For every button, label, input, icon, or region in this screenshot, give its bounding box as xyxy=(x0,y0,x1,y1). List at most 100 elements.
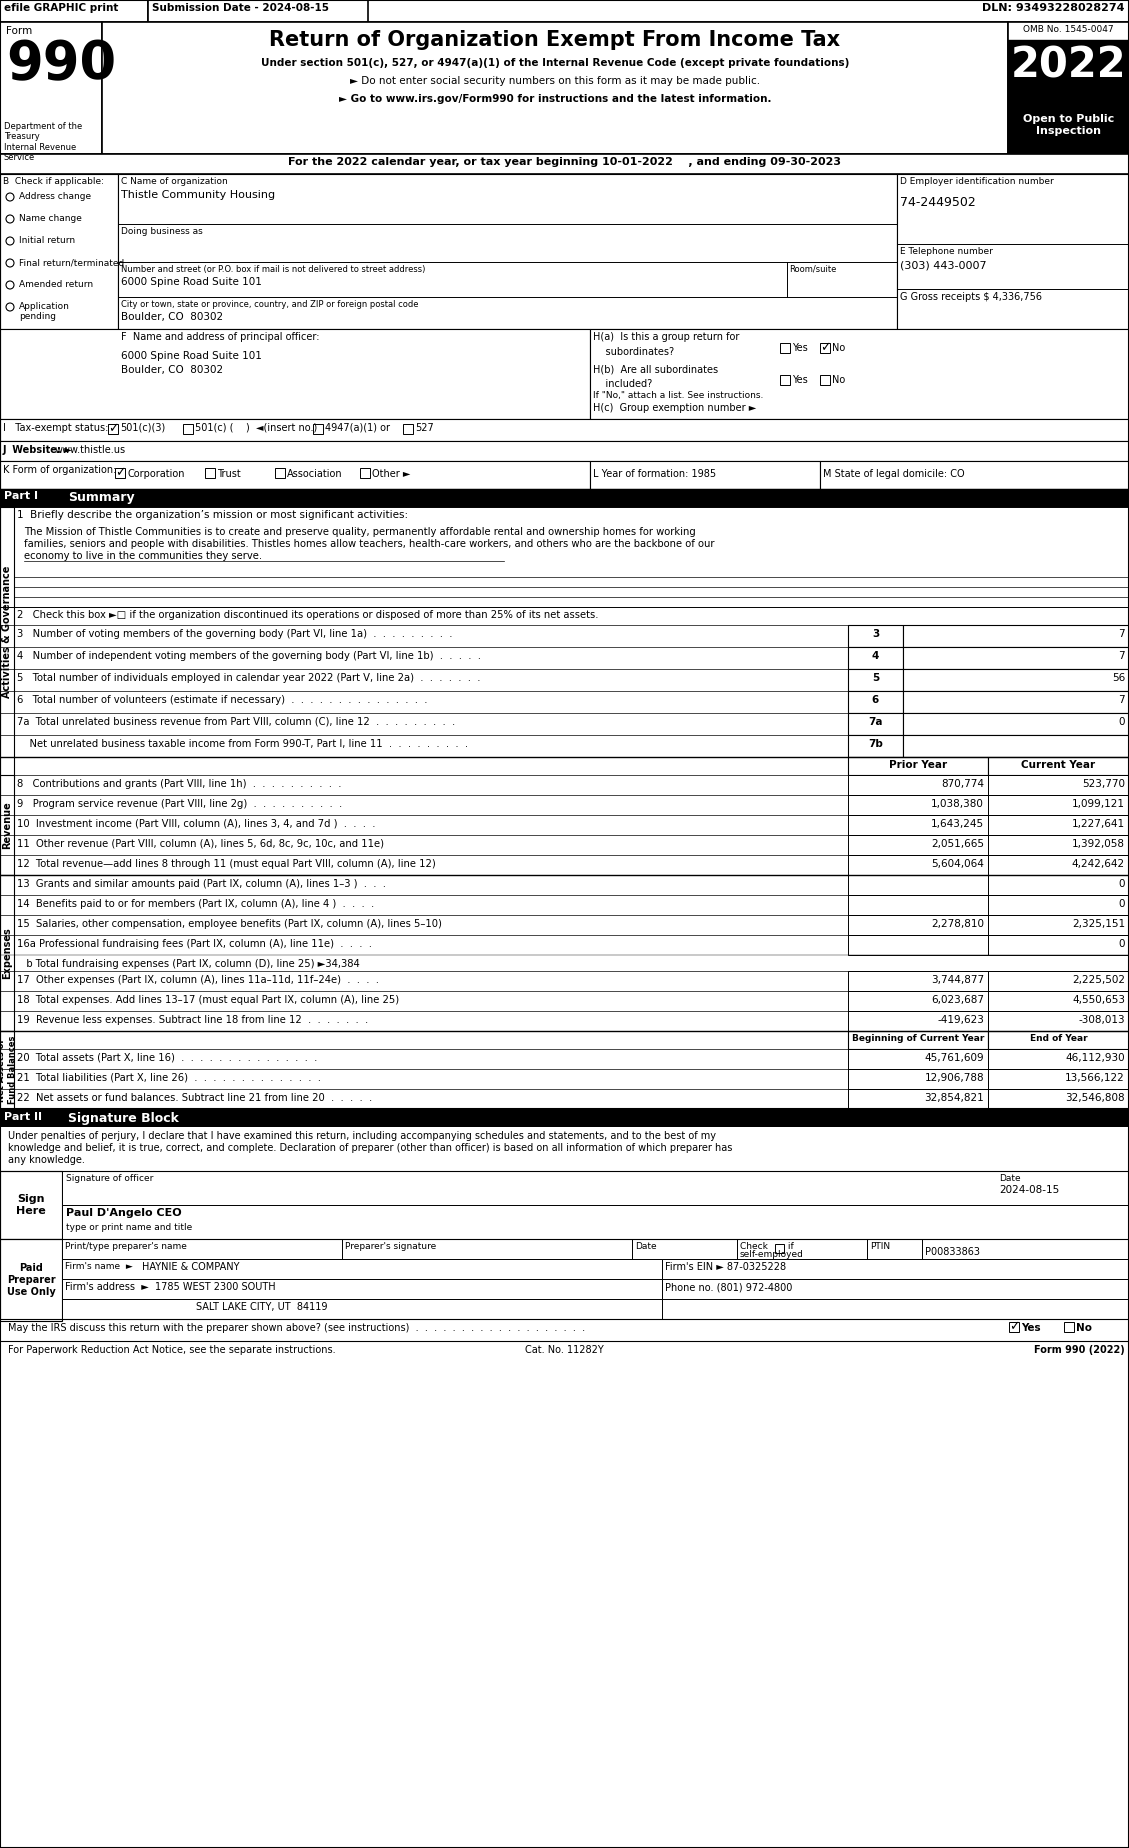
Text: included?: included? xyxy=(593,379,653,388)
Bar xyxy=(903,713,1129,736)
Text: Application: Application xyxy=(19,301,70,310)
Text: Boulder, CO  80302: Boulder, CO 80302 xyxy=(121,312,224,322)
Bar xyxy=(0,490,1129,506)
Text: C Name of organization: C Name of organization xyxy=(121,177,228,187)
Bar xyxy=(903,625,1129,647)
Text: Preparer's signature: Preparer's signature xyxy=(345,1242,436,1251)
Text: Paid
Preparer
Use Only: Paid Preparer Use Only xyxy=(7,1264,55,1297)
Bar xyxy=(988,1031,1129,1050)
Bar xyxy=(360,468,370,479)
Text: any knowledge.: any knowledge. xyxy=(8,1155,85,1164)
Text: Name change: Name change xyxy=(19,214,82,224)
Text: OMB No. 1545-0047: OMB No. 1545-0047 xyxy=(1023,26,1114,33)
Bar xyxy=(848,915,988,935)
Text: ► Go to www.irs.gov/Form990 for instructions and the latest information.: ► Go to www.irs.gov/Form990 for instruct… xyxy=(339,94,771,103)
Text: 4947(a)(1) or: 4947(a)(1) or xyxy=(325,423,390,432)
Bar xyxy=(898,174,1129,329)
Text: 4   Number of independent voting members of the governing body (Part VI, line 1b: 4 Number of independent voting members o… xyxy=(17,650,481,662)
Text: K Form of organization:: K Form of organization: xyxy=(3,466,116,475)
Bar xyxy=(903,669,1129,691)
Text: Submission Date - 2024-08-15: Submission Date - 2024-08-15 xyxy=(152,4,329,13)
Text: ✓: ✓ xyxy=(115,466,125,479)
Bar xyxy=(988,1088,1129,1109)
Bar xyxy=(774,1244,784,1253)
Bar xyxy=(0,22,102,153)
Text: 1,038,380: 1,038,380 xyxy=(931,798,984,809)
Text: Corporation: Corporation xyxy=(126,469,184,479)
Bar xyxy=(0,1031,14,1109)
Bar xyxy=(0,442,1129,460)
Text: Expenses: Expenses xyxy=(2,928,12,979)
Text: D Employer identification number: D Employer identification number xyxy=(900,177,1053,187)
Bar xyxy=(632,1238,737,1258)
Text: 3,744,877: 3,744,877 xyxy=(931,976,984,985)
Text: type or print name and title: type or print name and title xyxy=(65,1223,192,1233)
Bar xyxy=(1064,1321,1074,1332)
Bar xyxy=(848,935,988,955)
Bar xyxy=(848,894,988,915)
Text: 0: 0 xyxy=(1119,717,1124,726)
Bar xyxy=(115,468,125,479)
Bar xyxy=(1009,1321,1019,1332)
Bar xyxy=(988,1050,1129,1068)
Bar xyxy=(848,669,903,691)
Bar xyxy=(848,1050,988,1068)
Text: 45,761,609: 45,761,609 xyxy=(925,1053,984,1063)
Text: Form 990 (2022): Form 990 (2022) xyxy=(1034,1345,1124,1355)
Text: Address change: Address change xyxy=(19,192,91,201)
Text: ✓: ✓ xyxy=(1008,1321,1019,1334)
Text: Initial return: Initial return xyxy=(19,237,76,246)
Text: H(c)  Group exemption number ►: H(c) Group exemption number ► xyxy=(593,403,756,412)
Bar xyxy=(848,970,988,991)
Text: 22  Net assets or fund balances. Subtract line 21 from line 20  .  .  .  .  .: 22 Net assets or fund balances. Subtract… xyxy=(17,1092,373,1103)
Bar xyxy=(848,691,903,713)
Text: SALT LAKE CITY, UT  84119: SALT LAKE CITY, UT 84119 xyxy=(196,1303,327,1312)
Bar xyxy=(848,758,988,774)
Bar xyxy=(848,647,903,669)
Text: Firm's address  ►  1785 WEST 2300 SOUTH: Firm's address ► 1785 WEST 2300 SOUTH xyxy=(65,1283,275,1292)
Text: E Telephone number: E Telephone number xyxy=(900,248,992,257)
Text: 56: 56 xyxy=(1112,673,1124,684)
Bar xyxy=(848,874,988,894)
Text: Amended return: Amended return xyxy=(19,281,93,288)
Text: 32,546,808: 32,546,808 xyxy=(1066,1092,1124,1103)
Text: Cat. No. 11282Y: Cat. No. 11282Y xyxy=(525,1345,604,1355)
Text: b Total fundraising expenses (Part IX, column (D), line 25) ►34,384: b Total fundraising expenses (Part IX, c… xyxy=(17,959,360,968)
Text: Check: Check xyxy=(739,1242,773,1251)
Text: ► Do not enter social security numbers on this form as it may be made public.: ► Do not enter social security numbers o… xyxy=(350,76,760,87)
Bar xyxy=(205,468,215,479)
Text: 5   Total number of individuals employed in calendar year 2022 (Part V, line 2a): 5 Total number of individuals employed i… xyxy=(17,673,481,684)
Text: ✓: ✓ xyxy=(820,342,830,355)
Text: 4: 4 xyxy=(872,650,879,662)
Bar xyxy=(102,22,1008,153)
Bar xyxy=(0,153,1129,174)
Circle shape xyxy=(6,281,14,288)
Text: 6,023,687: 6,023,687 xyxy=(931,994,984,1005)
Bar xyxy=(988,795,1129,815)
Text: Part I: Part I xyxy=(5,492,38,501)
Bar xyxy=(1008,96,1129,153)
Text: Open to Public
Inspection: Open to Public Inspection xyxy=(1023,115,1114,135)
Text: 1  Briefly describe the organization’s mission or most significant activities:: 1 Briefly describe the organization’s mi… xyxy=(17,510,408,519)
Text: (303) 443-0007: (303) 443-0007 xyxy=(900,261,987,272)
Text: 0: 0 xyxy=(1119,880,1124,889)
Bar xyxy=(0,774,14,874)
Text: Final return/terminated: Final return/terminated xyxy=(19,259,124,266)
Bar xyxy=(848,1088,988,1109)
Bar xyxy=(0,460,590,490)
Text: Form: Form xyxy=(6,26,33,35)
Text: subordinates?: subordinates? xyxy=(593,347,674,357)
Bar xyxy=(0,874,14,1031)
Text: Yes: Yes xyxy=(793,344,807,353)
Text: Number and street (or P.O. box if mail is not delivered to street address): Number and street (or P.O. box if mail i… xyxy=(121,264,426,274)
Bar xyxy=(988,874,1129,894)
Bar xyxy=(62,1172,1129,1205)
Text: 7b: 7b xyxy=(868,739,883,748)
Bar xyxy=(313,423,323,434)
Text: 15  Salaries, other compensation, employee benefits (Part IX, column (A), lines : 15 Salaries, other compensation, employe… xyxy=(17,918,441,930)
Text: Sign
Here: Sign Here xyxy=(16,1194,46,1216)
Bar xyxy=(0,174,119,329)
Text: City or town, state or province, country, and ZIP or foreign postal code: City or town, state or province, country… xyxy=(121,299,419,309)
Bar xyxy=(148,0,368,22)
Bar xyxy=(848,1011,988,1031)
